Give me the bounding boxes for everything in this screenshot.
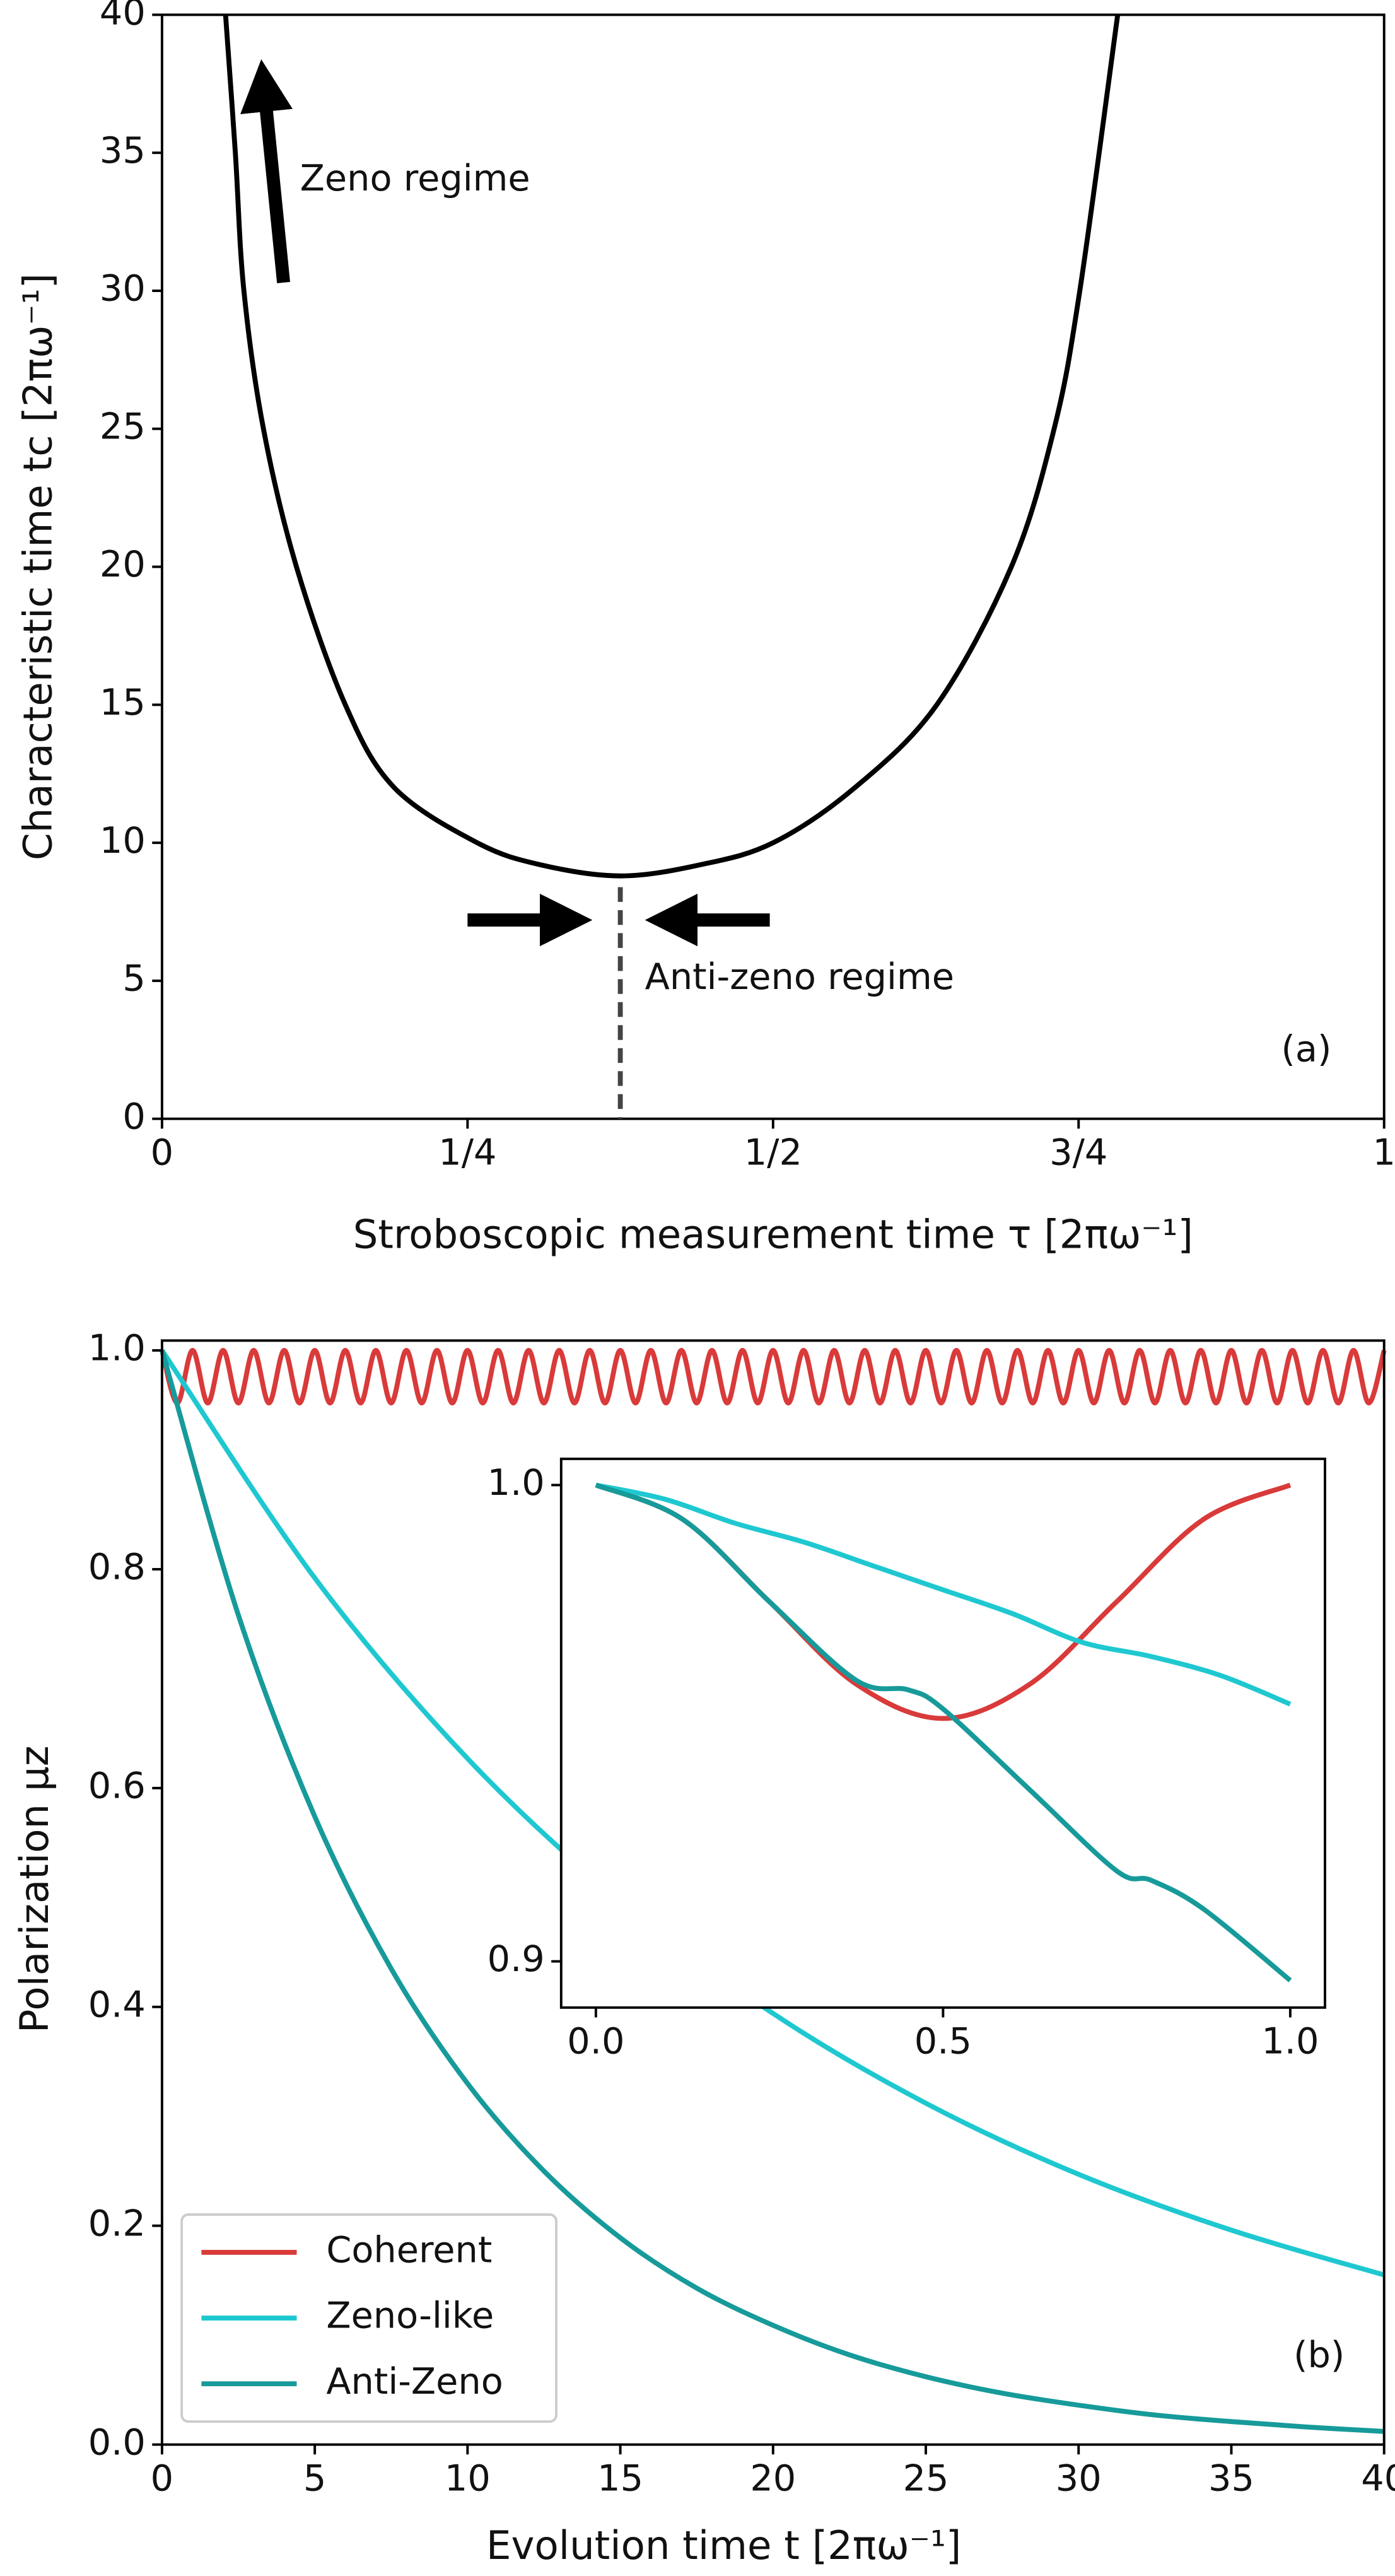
x-tick-label: 1.0: [1261, 2020, 1319, 2063]
y-tick-label: 10: [100, 819, 146, 862]
y-tick-label: 0.0: [88, 2421, 146, 2463]
y-tick-label: 35: [100, 129, 146, 172]
y-tick-label: 1.0: [487, 1461, 545, 1504]
x-tick-label: 10: [445, 2457, 491, 2500]
legend-label: Coherent: [326, 2229, 492, 2271]
legend-box: [180, 2213, 557, 2423]
y-axis-label: Characteristic time tc [2πω⁻¹]: [15, 273, 61, 860]
y-axis-label: Polarization μz: [11, 1745, 57, 2033]
inset-background: [561, 1458, 1325, 2008]
x-tick-label: 35: [1208, 2457, 1254, 2500]
plot-frame: [559, 1457, 1326, 2009]
legend-label: Zeno-like: [326, 2295, 494, 2337]
data-line: [160, 1349, 1384, 2434]
x-tick-label: 0: [151, 1132, 173, 1174]
x-tick-label: 1/2: [744, 1132, 802, 1174]
x-tick-label: 20: [750, 2457, 796, 2500]
data-line: [160, 1348, 1387, 1406]
inset: 0.0 0.5 1.0 0.9 1.0: [487, 1457, 1326, 2063]
x-tick-label: 1: [1372, 1132, 1395, 1174]
y-tick-label: 0.2: [88, 2202, 146, 2244]
zeno-arrow: [240, 59, 293, 284]
legend-label: Anti-Zeno: [326, 2360, 503, 2403]
panel-label: (a): [1281, 1028, 1332, 1070]
x-tick-label: 25: [903, 2457, 949, 2500]
y-tick-label: 30: [100, 267, 146, 310]
x-tick-label: 3/4: [1049, 1132, 1107, 1174]
x-tick-label: 30: [1056, 2457, 1102, 2500]
x-tick-label: 0.0: [567, 2020, 624, 2063]
x-tick-label: 0.5: [914, 2020, 972, 2063]
legend: Coherent Zeno-like Anti-Zeno: [180, 2213, 557, 2423]
data-line: [595, 1482, 1292, 1707]
data-line: [595, 1482, 1292, 1982]
x-tick-label: 1/4: [438, 1132, 496, 1174]
y-tick-label: 25: [100, 405, 146, 447]
y-tick-label: 0.9: [487, 1938, 545, 1980]
x-axis-label: Stroboscopic measurement time τ [2πω⁻¹]: [353, 1211, 1193, 1257]
annotation: Zeno regime: [300, 157, 530, 199]
y-tick-label: 5: [122, 957, 145, 1000]
plot-frame: [160, 1339, 1386, 2446]
annotation: Anti-zeno regime: [645, 956, 954, 998]
x-tick-label: 15: [597, 2457, 643, 2500]
y-tick-label: 1.0: [88, 1327, 146, 1369]
x-axis-label: Evolution time t [2πω⁻¹]: [486, 2522, 961, 2568]
x-tick-label: 5: [303, 2457, 326, 2500]
x-tick-label: 0: [151, 2457, 173, 2500]
plot-frame: [160, 13, 1386, 1120]
y-tick-label: 15: [100, 681, 146, 723]
y-tick-label: 0: [122, 1095, 145, 1137]
y-tick-label: 40: [100, 0, 146, 33]
y-tick-label: 20: [100, 543, 146, 585]
x-tick-label: 40: [1361, 2457, 1395, 2500]
y-tick-label: 0.4: [88, 1983, 146, 2025]
panel-b: 0 5 10 15 20 25 30 35 40 0.0 0.2 0.4 0.6 0.8 1.0 Cohere…: [88, 1327, 1395, 2500]
y-tick-label: 0.6: [88, 1764, 146, 1806]
data-line: [223, 14, 1121, 879]
panel-label: (b): [1293, 2334, 1345, 2376]
y-tick-label: 0.8: [88, 1546, 146, 1588]
